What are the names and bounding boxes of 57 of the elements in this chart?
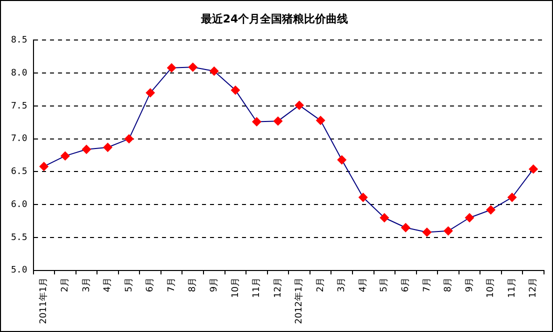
x-tick-label: 2012年1月: [294, 277, 305, 324]
y-tick-label: 7.0: [10, 134, 28, 144]
point: [444, 226, 453, 236]
y-tick-label: 5.0: [10, 266, 28, 276]
y-tick-label: 5.5: [10, 232, 28, 243]
x-tick-label: 5月: [380, 277, 390, 292]
point: [252, 117, 262, 126]
x-tick-label: 6月: [401, 277, 412, 292]
chart-title: 最近24个月全国猪粮比价曲线: [200, 12, 348, 26]
point: [358, 192, 368, 202]
point: [188, 62, 198, 72]
x-tick-label: 2月: [316, 277, 326, 292]
point: [465, 213, 474, 222]
x-tick-label: 11月: [252, 277, 262, 298]
x-tick-label: 3月: [337, 277, 348, 292]
point: [422, 228, 432, 237]
x-tick-label: 6月: [146, 277, 156, 292]
x-tick-label: 11月: [507, 277, 518, 298]
point: [273, 116, 282, 126]
y-tick-label: 8.5: [10, 36, 28, 46]
point: [60, 151, 70, 160]
point: [486, 205, 496, 214]
point: [508, 192, 517, 202]
x-tick-label: 2011年1月: [38, 277, 50, 324]
x-tick-label: 10月: [486, 277, 496, 298]
point: [210, 66, 219, 76]
x-tick-label: 8月: [444, 277, 454, 292]
point: [103, 142, 112, 152]
point: [528, 164, 538, 174]
x-tick-label: 12月: [528, 277, 539, 298]
x-tick-label: 9月: [209, 277, 220, 292]
point: [146, 88, 155, 98]
point: [230, 86, 240, 95]
x-tick-label: 8月: [188, 277, 198, 292]
x-tick-label: 4月: [358, 277, 368, 292]
point: [39, 162, 48, 171]
y-tick-label: 8.0: [10, 68, 28, 78]
x-tick-label: 10月: [230, 277, 241, 298]
x-tick-label: 3月: [82, 277, 92, 292]
x-tick-label: 4月: [103, 277, 114, 292]
x-tick-label: 7月: [422, 277, 432, 292]
point: [401, 223, 410, 232]
y-tick-label: 6.5: [10, 167, 28, 178]
x-tick-label: 5月: [124, 277, 134, 292]
point: [380, 213, 389, 222]
point: [167, 63, 176, 72]
point: [124, 134, 134, 144]
x-tick-label: 12月: [273, 277, 284, 298]
x-tick-label: 2月: [60, 277, 71, 292]
y-tick-label: 6.0: [10, 200, 28, 210]
point: [337, 155, 346, 164]
x-tick-label: 7月: [166, 277, 177, 292]
x-tick-label: 9月: [464, 277, 475, 292]
y-tick-label: 7.5: [10, 101, 28, 112]
point: [294, 100, 304, 110]
point: [316, 116, 326, 125]
point: [82, 144, 91, 154]
